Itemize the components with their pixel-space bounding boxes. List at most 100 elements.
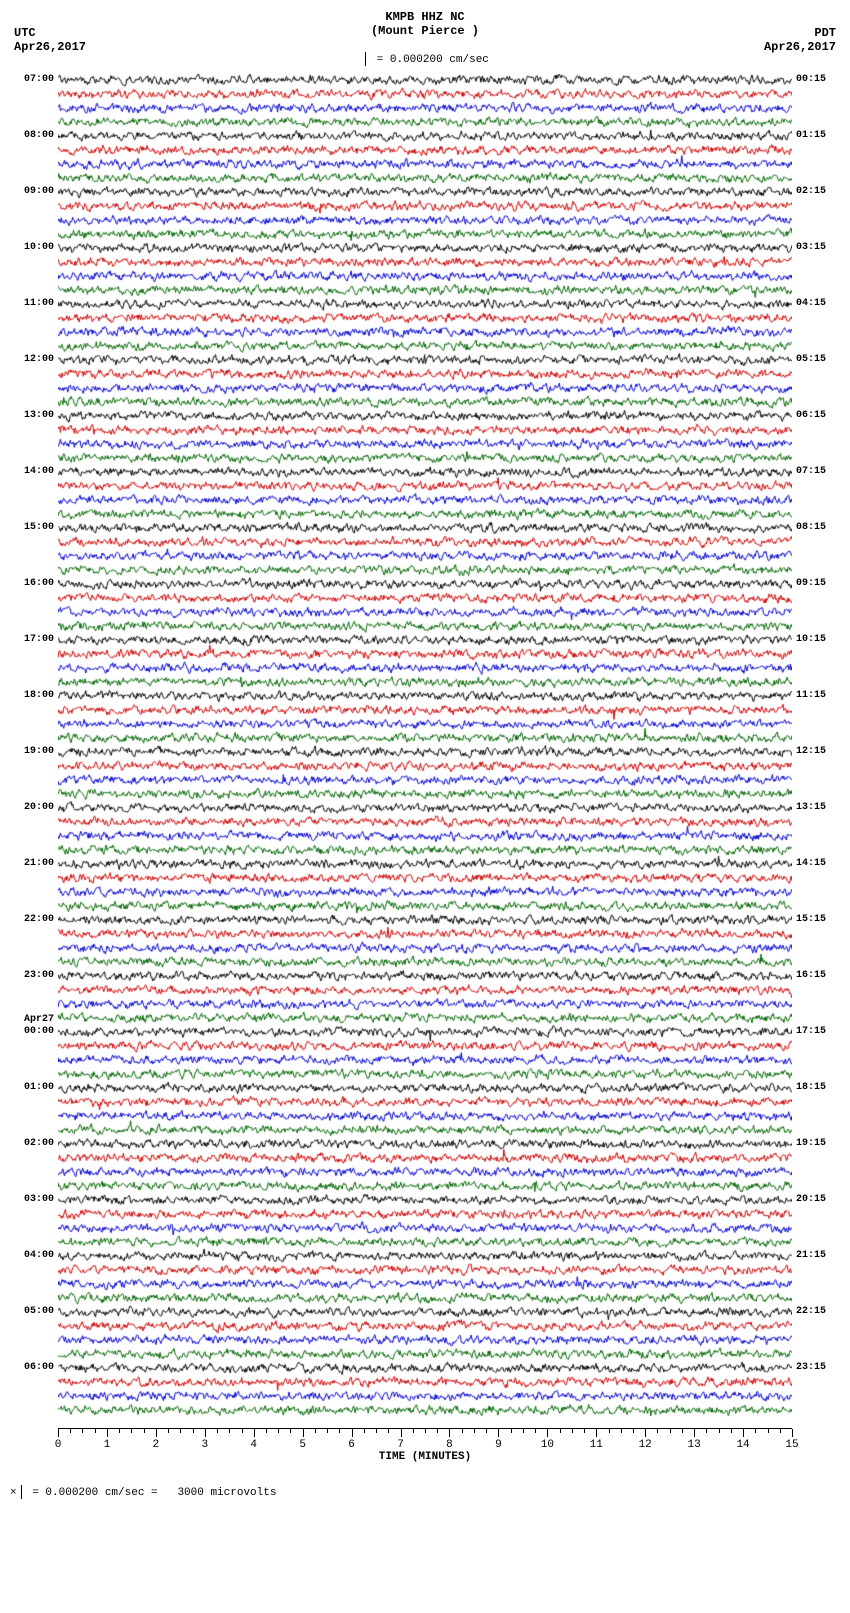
pdt-time-label: 03:15 <box>796 242 840 253</box>
plot-area: 07:0000:1508:0001:1509:0002:1510:0003:15… <box>10 74 840 1428</box>
pdt-time-label: 08:15 <box>796 522 840 533</box>
x-tick-minor <box>719 1429 720 1433</box>
x-tick-major <box>205 1429 206 1437</box>
x-tick-minor <box>131 1429 132 1433</box>
x-tick-label: 15 <box>785 1439 798 1451</box>
x-tick-minor <box>364 1429 365 1433</box>
x-tick-minor <box>572 1429 573 1433</box>
x-tick-minor <box>755 1429 756 1433</box>
utc-time-label: 11:00 <box>10 298 54 309</box>
x-tick-major <box>156 1429 157 1437</box>
pdt-time-label: 23:15 <box>796 1362 840 1373</box>
x-tick-minor <box>706 1429 707 1433</box>
x-tick-major <box>401 1429 402 1437</box>
pdt-time-label: 09:15 <box>796 578 840 589</box>
x-tick-minor <box>780 1429 781 1433</box>
x-tick-minor <box>82 1429 83 1433</box>
x-tick-minor <box>217 1429 218 1433</box>
x-tick-label: 4 <box>250 1439 257 1451</box>
pdt-time-label: 20:15 <box>796 1194 840 1205</box>
footer-prefix: × <box>10 1487 17 1499</box>
x-tick-label: 14 <box>736 1439 749 1451</box>
x-tick-minor <box>657 1429 658 1433</box>
utc-time-label: 13:00 <box>10 410 54 421</box>
station-name: (Mount Pierce ) <box>10 24 840 38</box>
x-tick-minor <box>290 1429 291 1433</box>
x-tick-major <box>254 1429 255 1437</box>
x-tick-major <box>547 1429 548 1437</box>
x-tick-major <box>743 1429 744 1437</box>
pdt-time-label: 22:15 <box>796 1306 840 1317</box>
x-tick-label: 2 <box>153 1439 160 1451</box>
x-tick-major <box>498 1429 499 1437</box>
x-tick-label: 10 <box>541 1439 554 1451</box>
x-tick-major <box>352 1429 353 1437</box>
utc-time-label: 17:00 <box>10 634 54 645</box>
x-tick-major <box>303 1429 304 1437</box>
utc-time-label: 20:00 <box>10 802 54 813</box>
utc-time-label: 15:00 <box>10 522 54 533</box>
x-tick-minor <box>474 1429 475 1433</box>
pdt-time-label: 13:15 <box>796 802 840 813</box>
utc-time-label: 06:00 <box>10 1362 54 1373</box>
pdt-time-label: 15:15 <box>796 914 840 925</box>
header-right: PDT Apr26,2017 <box>764 26 836 54</box>
x-tick-minor <box>242 1429 243 1433</box>
x-tick-major <box>449 1429 450 1437</box>
seismogram-frame: UTC Apr26,2017 KMPB HHZ NC (Mount Pierce… <box>10 10 840 1499</box>
utc-time-label: 22:00 <box>10 914 54 925</box>
seismogram-canvas <box>58 74 792 1428</box>
x-tick-minor <box>682 1429 683 1433</box>
utc-time-label: 09:00 <box>10 186 54 197</box>
pdt-time-label: 05:15 <box>796 354 840 365</box>
x-tick-minor <box>70 1429 71 1433</box>
x-tick-label: 0 <box>55 1439 62 1451</box>
x-tick-label: 1 <box>104 1439 111 1451</box>
x-tick-minor <box>731 1429 732 1433</box>
x-tick-minor <box>168 1429 169 1433</box>
utc-time-label: 21:00 <box>10 858 54 869</box>
pdt-time-label: 21:15 <box>796 1250 840 1261</box>
x-tick-major <box>645 1429 646 1437</box>
utc-time-label: 18:00 <box>10 690 54 701</box>
x-axis: TIME (MINUTES) 0123456789101112131415 <box>58 1428 792 1465</box>
x-tick-minor <box>413 1429 414 1433</box>
x-tick-label: 3 <box>201 1439 208 1451</box>
station-code: KMPB HHZ NC <box>10 10 840 24</box>
x-tick-label: 7 <box>397 1439 404 1451</box>
utc-time-label: 03:00 <box>10 1194 54 1205</box>
header-scale: = 0.000200 cm/sec <box>10 52 840 66</box>
x-tick-minor <box>462 1429 463 1433</box>
x-tick-major <box>107 1429 108 1437</box>
pdt-time-label: 01:15 <box>796 130 840 141</box>
day-break-label: Apr27 <box>10 1014 54 1025</box>
x-tick-label: 12 <box>639 1439 652 1451</box>
x-tick-label: 8 <box>446 1439 453 1451</box>
x-tick-label: 13 <box>688 1439 701 1451</box>
utc-time-label: 08:00 <box>10 130 54 141</box>
header-center: KMPB HHZ NC (Mount Pierce ) <box>10 10 840 38</box>
utc-time-label: 04:00 <box>10 1250 54 1261</box>
x-tick-minor <box>486 1429 487 1433</box>
footer-text-2: 3000 microvolts <box>177 1487 276 1499</box>
pdt-time-label: 11:15 <box>796 690 840 701</box>
footer-scale-bar-icon <box>21 1485 22 1499</box>
x-tick-minor <box>278 1429 279 1433</box>
x-tick-minor <box>266 1429 267 1433</box>
footer: × = 0.000200 cm/sec = 3000 microvolts <box>10 1485 840 1499</box>
pdt-time-label: 14:15 <box>796 858 840 869</box>
utc-time-label: 02:00 <box>10 1138 54 1149</box>
right-timezone: PDT <box>764 26 836 40</box>
x-tick-label: 11 <box>590 1439 603 1451</box>
x-axis-title: TIME (MINUTES) <box>58 1451 792 1463</box>
utc-time-label: 05:00 <box>10 1306 54 1317</box>
utc-time-label: 07:00 <box>10 74 54 85</box>
x-tick-minor <box>670 1429 671 1433</box>
x-tick-major <box>694 1429 695 1437</box>
x-tick-minor <box>425 1429 426 1433</box>
x-tick-minor <box>376 1429 377 1433</box>
pdt-time-label: 17:15 <box>796 1026 840 1037</box>
pdt-time-label: 06:15 <box>796 410 840 421</box>
utc-time-label: 19:00 <box>10 746 54 757</box>
x-tick-major <box>596 1429 597 1437</box>
